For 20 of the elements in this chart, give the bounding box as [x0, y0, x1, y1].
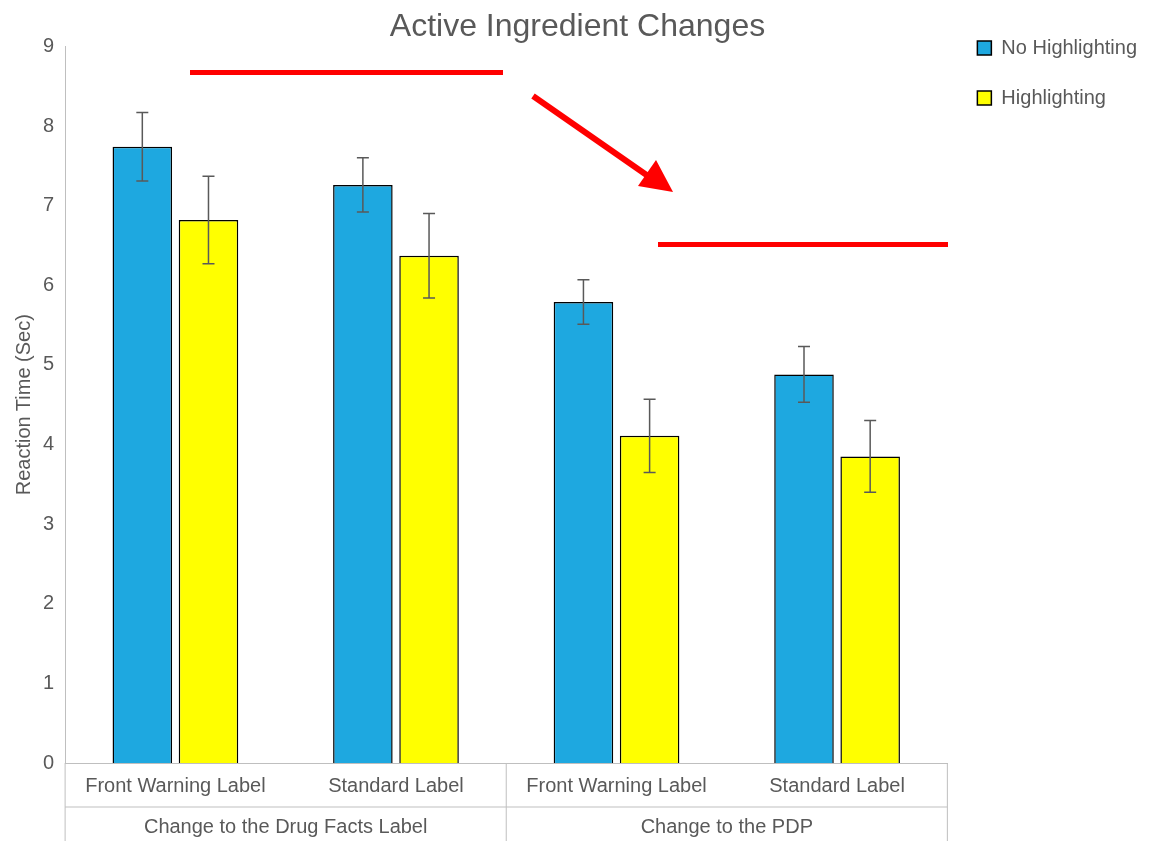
y-tick-label: 2 — [43, 591, 55, 614]
text: Change to the Drug Facts Label — [143, 814, 428, 837]
y-tick-label: 6 — [43, 272, 55, 295]
x-tick-label: Front Warning Label — [85, 773, 266, 796]
legend-label: Highlighting — [1001, 85, 1106, 108]
y-tick-label: 0 — [43, 750, 55, 773]
x-tick-label: Standard Label — [769, 773, 905, 796]
y-tick-label: 5 — [43, 352, 55, 375]
y-tick-label: 9 — [43, 33, 55, 56]
x-tick-label: Front Warning Label — [526, 773, 707, 796]
y-tick-label: 3 — [43, 511, 55, 534]
legend-label: No Highlighting — [1001, 35, 1138, 58]
y-tick-label: 1 — [43, 670, 55, 693]
y-tick-label: 8 — [43, 113, 55, 136]
text: Change to the PDP — [640, 814, 813, 837]
y-tick-label: 7 — [43, 193, 55, 216]
y-axis-title: Reaction Time (Sec) — [11, 314, 34, 496]
chart-title: Active Ingredient Changes — [389, 7, 766, 44]
y-tick-label: 4 — [43, 432, 55, 455]
x-tick-label: Standard Label — [328, 773, 464, 796]
